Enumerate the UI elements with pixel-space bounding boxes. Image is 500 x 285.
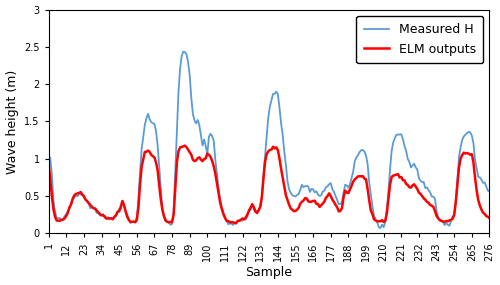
X-axis label: Sample: Sample (246, 266, 292, 280)
Measured H (272, 92, 278, 95)
Line: Measured H: Measured H (48, 52, 490, 228)
ELM outputs (486, 217, 492, 220)
Measured H (276, 106, 282, 109)
Measured H (104, 217, 110, 220)
Line: ELM outputs: ELM outputs (48, 146, 490, 223)
ELM outputs (278, 167, 284, 170)
Measured H (310, 188, 316, 191)
Measured H (210, 139, 216, 142)
ELM outputs (182, 144, 188, 147)
Measured H (46, 153, 52, 157)
ELM outputs (312, 199, 318, 202)
ELM outputs (355, 175, 361, 178)
Legend: Measured H, ELM outputs: Measured H, ELM outputs (356, 16, 483, 63)
Measured H (354, 156, 360, 159)
Y-axis label: Wave height (m): Wave height (m) (6, 69, 18, 174)
ELM outputs (210, 164, 216, 168)
ELM outputs (274, 146, 280, 149)
Measured H (180, 50, 186, 53)
Measured H (378, 226, 384, 230)
ELM outputs (104, 217, 110, 220)
ELM outputs (46, 163, 52, 166)
ELM outputs (233, 221, 239, 225)
Measured H (486, 190, 492, 193)
